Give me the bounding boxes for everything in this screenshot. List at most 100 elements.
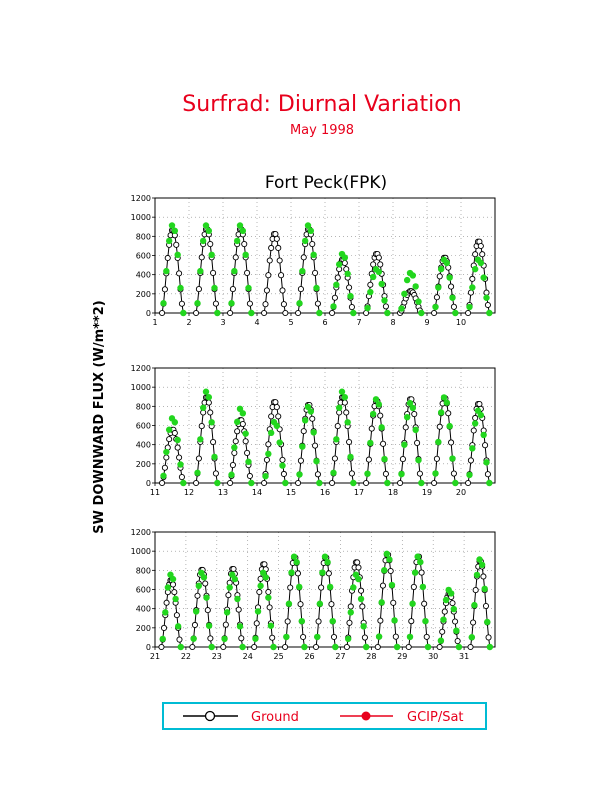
ground-point	[227, 479, 234, 487]
ground-point	[198, 254, 205, 261]
satellite-point	[471, 420, 479, 427]
satellite-point	[194, 469, 201, 476]
x-tick-label: 10	[456, 318, 466, 327]
ground-point	[436, 423, 443, 430]
satellite-point	[208, 643, 215, 651]
ground-point	[355, 564, 362, 571]
satellite-point	[364, 304, 371, 312]
x-tick-label: 13	[218, 488, 228, 497]
ground-point	[379, 582, 387, 589]
satellite-point	[419, 583, 427, 591]
ground-point	[467, 289, 474, 296]
ground-point	[368, 425, 375, 432]
x-tick-label: 2	[186, 318, 191, 327]
x-tick-label: 4	[254, 318, 259, 327]
satellite-point	[398, 305, 405, 312]
ground-point	[397, 479, 404, 487]
satellite-point	[344, 270, 351, 277]
satellite-point	[448, 590, 455, 597]
ground-point	[166, 436, 173, 443]
satellite-point	[350, 479, 357, 487]
satellite-point	[338, 388, 346, 395]
ground-point	[390, 599, 397, 606]
ground-point	[477, 242, 484, 250]
satellite-point	[310, 251, 317, 259]
satellite-point	[233, 237, 241, 245]
satellite-point	[228, 300, 235, 307]
satellite-point	[357, 595, 365, 603]
y-tick-label: 0	[146, 309, 151, 318]
ground-point	[484, 471, 491, 478]
ground-point	[161, 464, 168, 471]
ground-point	[482, 602, 490, 610]
satellite-point	[471, 265, 479, 273]
ground-point	[273, 235, 280, 242]
ground-point	[193, 309, 200, 317]
ground-point	[229, 286, 236, 293]
satellite-point	[234, 595, 241, 603]
ground-point	[161, 286, 168, 293]
satellite-point	[414, 553, 421, 560]
ground-point	[169, 581, 177, 588]
satellite-point	[202, 388, 210, 395]
satellite-point	[440, 616, 447, 623]
y-tick-label: 200	[136, 624, 151, 633]
ground-point	[312, 269, 319, 276]
satellite-point	[477, 411, 485, 419]
ground-point	[387, 567, 394, 575]
ground-point	[269, 634, 276, 641]
ground-point	[445, 410, 452, 417]
satellite-point	[383, 550, 391, 558]
satellite-point	[180, 479, 187, 487]
ground-point	[234, 428, 241, 435]
satellite-point	[239, 410, 247, 417]
y-tick-label: 400	[136, 605, 151, 614]
ground-point	[377, 412, 384, 419]
x-tick-label: 9	[424, 318, 429, 327]
ground-point	[265, 272, 272, 279]
satellite-point	[226, 584, 233, 591]
satellite-point	[310, 429, 317, 436]
ground-point	[263, 287, 270, 294]
ground-point	[268, 413, 275, 420]
ground-point	[382, 303, 389, 310]
ground-point	[341, 259, 348, 267]
y-tick-label: 1000	[131, 383, 151, 392]
ground-point	[282, 643, 289, 651]
ground-point	[194, 592, 201, 599]
legend-sat-marker	[361, 711, 371, 721]
satellite-point	[177, 284, 184, 292]
x-tick-label: 20	[456, 488, 466, 497]
x-tick-label: 25	[274, 652, 284, 661]
ground-point	[343, 409, 350, 416]
satellite-point	[205, 394, 213, 401]
satellite-point	[205, 622, 213, 629]
satellite-point	[437, 265, 445, 273]
satellite-point	[279, 462, 286, 469]
satellite-point	[367, 439, 374, 447]
satellite-point	[248, 479, 255, 487]
ground-point	[411, 410, 418, 418]
satellite-point	[314, 633, 321, 641]
ground-point	[433, 455, 440, 462]
satellite-point	[412, 283, 419, 290]
satellite-point	[223, 609, 231, 616]
satellite-point	[276, 439, 283, 446]
satellite-point	[208, 251, 215, 259]
y-tick-label: 600	[136, 586, 151, 595]
ground-point	[465, 309, 472, 317]
satellite-point	[409, 272, 417, 279]
satellite-point	[172, 595, 179, 603]
satellite-point	[163, 267, 170, 275]
satellite-point	[415, 298, 422, 305]
ground-point	[287, 584, 294, 591]
satellite-point	[446, 422, 453, 430]
ground-point	[210, 269, 217, 276]
satellite-point	[214, 479, 221, 487]
x-tick-label: 12	[184, 488, 194, 497]
ground-point	[467, 457, 474, 464]
satellite-point	[194, 300, 201, 307]
satellite-point	[174, 623, 182, 630]
ground-point	[465, 479, 472, 487]
satellite-point	[193, 608, 200, 615]
